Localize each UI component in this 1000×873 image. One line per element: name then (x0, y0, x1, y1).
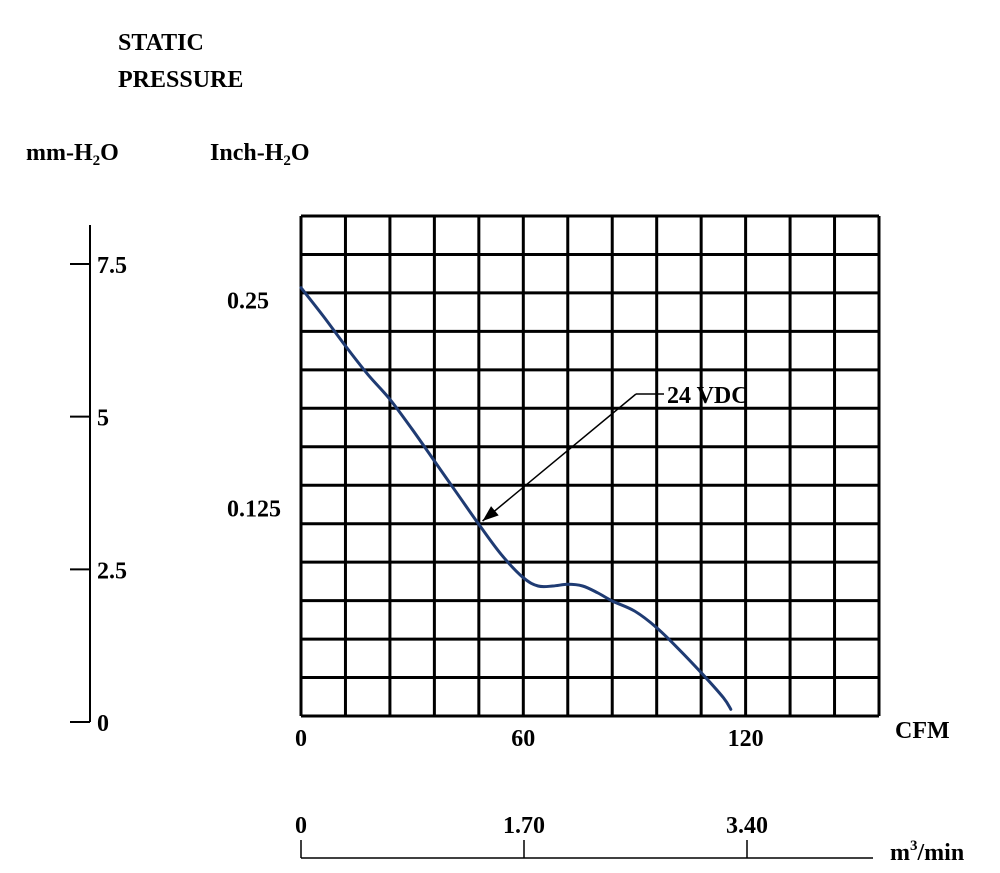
series-label-24vdc: 24 VDC (667, 383, 749, 409)
mm-tick-label: 5 (97, 406, 109, 432)
m3-tick-label: 0 (295, 813, 307, 839)
cfm-tick-label: 60 (511, 726, 535, 752)
chart-grid (299, 214, 881, 718)
mm-tick-label: 2.5 (97, 558, 127, 584)
cfm-axis-label: CFM (895, 718, 950, 744)
inch-tick-label: 0.125 (227, 497, 281, 523)
m3-tick-label: 1.70 (503, 813, 545, 839)
chart-title-line2: PRESSURE (118, 67, 243, 93)
m3-min-axis-label: m3/min (890, 838, 964, 866)
cfm-tick-label: 0 (295, 726, 307, 752)
annotation-leader-arrow (482, 393, 637, 522)
inch-h2o-ticks: 0.25 0.125 (227, 288, 281, 522)
chart-title-line1: STATIC (118, 30, 204, 56)
m3-min-axis: 0 1.70 3.40 (295, 813, 873, 859)
mm-h2o-axis-label: mm-H2O (26, 140, 119, 169)
series-line-24vdc (299, 286, 733, 711)
series-annotation: 24 VDC (482, 383, 749, 522)
annotation-arrowhead (482, 506, 499, 521)
inch-h2o-axis-label: Inch-H2O (210, 140, 310, 169)
m3-tick-label: 3.40 (726, 813, 768, 839)
mm-tick-label: 7.5 (97, 253, 127, 279)
cfm-tick-label: 120 (728, 726, 764, 752)
mm-tick-label: 0 (97, 711, 109, 737)
inch-tick-label: 0.25 (227, 288, 269, 314)
mm-h2o-axis: 7.5 5 2.5 0 (70, 225, 127, 737)
cfm-axis-ticks: 0 60 120 (295, 726, 764, 752)
